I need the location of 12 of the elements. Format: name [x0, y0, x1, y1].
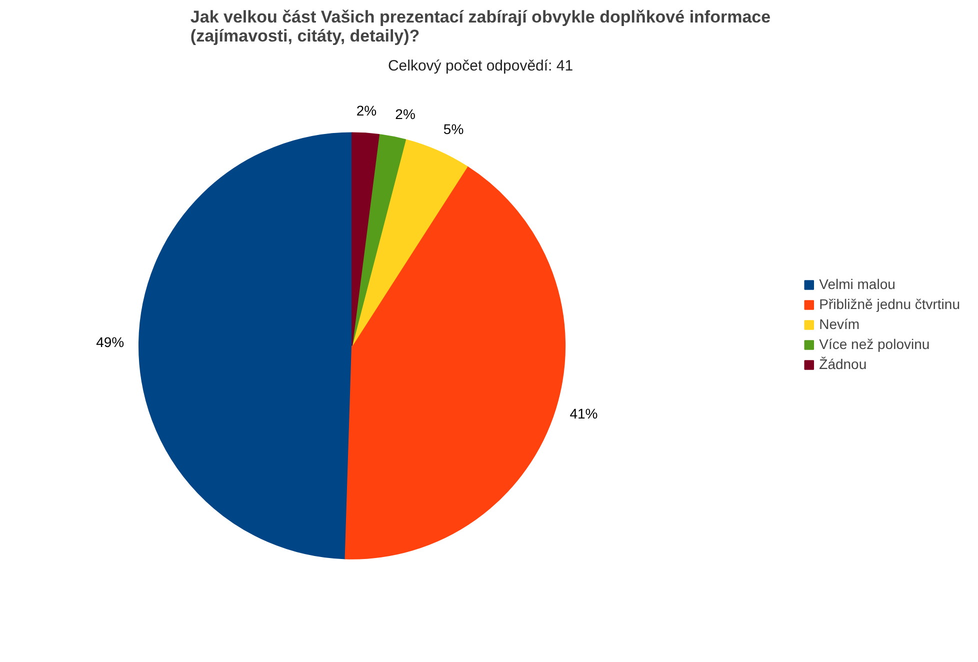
- legend-label: Více než polovinu: [819, 336, 930, 352]
- data-label: 2%: [395, 106, 416, 122]
- data-label: 5%: [443, 120, 464, 137]
- legend-label: Nevím: [819, 316, 860, 332]
- chart-subtitle: Celkový počet odpovědí: 41: [388, 58, 574, 74]
- data-label: 41%: [570, 405, 598, 422]
- legend-label: Přibližně jednu čtvrtinu: [819, 296, 960, 312]
- legend-label: Žádnou: [819, 356, 867, 372]
- data-label: 49%: [96, 334, 124, 350]
- chart-title: Jak velkou část Vašich prezentací zabírají obvykle doplňkové informace (zajímavosti, citáty, detaily)?: [190, 8, 771, 46]
- data-label: 2%: [356, 102, 377, 118]
- legend-label: Velmi malou: [819, 276, 896, 292]
